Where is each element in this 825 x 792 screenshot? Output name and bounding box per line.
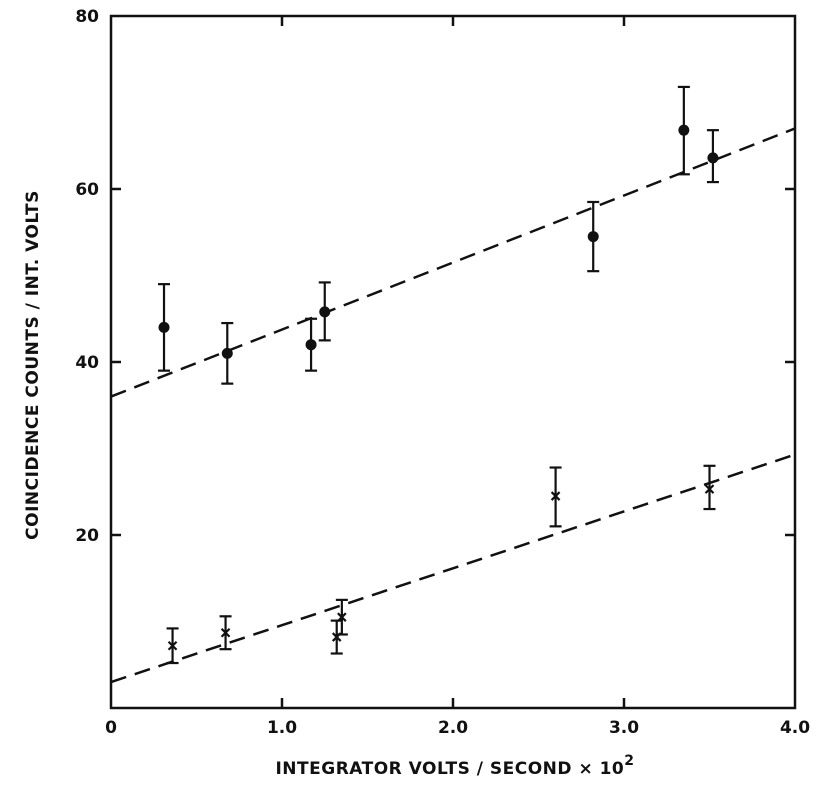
data-point-x <box>220 627 231 638</box>
y-tick-label: 20 <box>75 526 99 546</box>
y-tick-label: 60 <box>75 180 99 200</box>
data-point-circle <box>707 152 719 164</box>
data-point-circle <box>319 306 331 318</box>
data-point-x <box>167 640 178 651</box>
data-point-x <box>550 491 561 501</box>
x-tick-label: 0 <box>105 718 117 738</box>
x-tick-label: 1.0 <box>267 718 297 738</box>
data-point-circle <box>305 339 317 351</box>
data-point-circle <box>587 231 599 243</box>
data-point-circle <box>678 124 690 136</box>
y-tick-label: 80 <box>75 7 99 27</box>
data-point-x-stroke <box>550 491 561 501</box>
data-point-x-stroke <box>337 612 347 622</box>
data-point-x <box>337 612 347 622</box>
x-tick-label: 3.0 <box>609 718 639 738</box>
x-tick-label: 4.0 <box>780 718 810 738</box>
y-tick-label: 40 <box>75 353 99 373</box>
x-axis-title: INTEGRATOR VOLTS / SECOND × 102 <box>275 753 634 779</box>
data-point-x <box>704 484 715 494</box>
fit-line-series-2 <box>110 453 796 684</box>
data-point-circle <box>158 321 170 333</box>
data-point-x-stroke <box>220 627 231 638</box>
data-point-x-stroke <box>704 484 715 494</box>
data-point-x-stroke <box>167 640 178 651</box>
plot-frame <box>109 14 797 710</box>
x-tick-label: 2.0 <box>438 718 468 738</box>
x-axis-title-main: INTEGRATOR VOLTS / SECOND × 10 <box>275 759 624 779</box>
y-axis-title: COINCIDENCE COUNTS / INT. VOLTS <box>23 190 43 540</box>
fit-line-series-1 <box>110 127 796 398</box>
data-point-circle <box>221 347 233 359</box>
x-axis-title-exponent: 2 <box>624 753 634 769</box>
